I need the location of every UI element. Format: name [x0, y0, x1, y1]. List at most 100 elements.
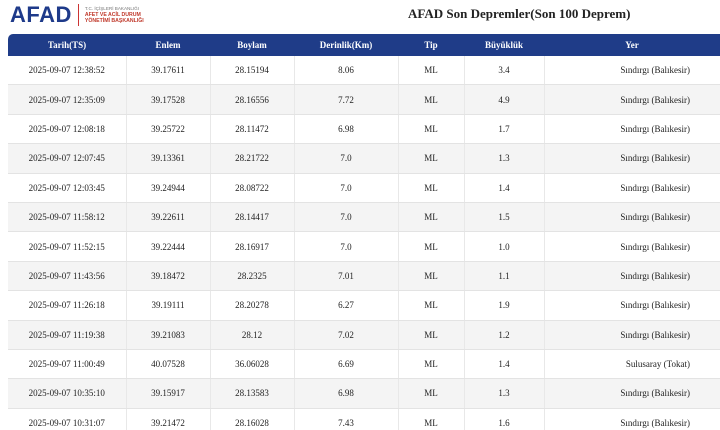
cell-location: Sındırgı (Balıkesir) [544, 320, 720, 350]
cell-location: Sındırgı (Balıkesir) [544, 56, 720, 86]
cell-magnitude: 1.9 [464, 290, 545, 321]
table-header-row: Tarih(TS) Enlem Boylam Derinlik(Km) Tip Büyük… [8, 34, 720, 56]
logo-wordmark: AFAD [10, 2, 72, 27]
table-row[interactable]: 2025-09-07 12:03:45 39.24944 28.08722 7.0 ML… [8, 173, 720, 203]
top-bar: AFAD T.C. İÇİŞLERİ BAKANLIĞI AFET VE ACİ… [0, 0, 720, 34]
cell-longitude: 28.12 [210, 320, 295, 350]
cell-latitude: 39.18472 [126, 261, 211, 292]
cell-magnitude: 1.2 [464, 320, 545, 350]
cell-longitude: 28.2325 [210, 261, 295, 292]
column-header-boylam[interactable]: Boylam [210, 34, 294, 56]
earthquake-table: Tarih(TS) Enlem Boylam Derinlik(Km) Tip Büyük… [8, 34, 720, 430]
table-row[interactable]: 2025-09-07 11:00:49 40.07528 36.06028 6.69 M… [8, 349, 720, 380]
earthquake-table-container: Tarih(TS) Enlem Boylam Derinlik(Km) Tip Büyük… [8, 34, 720, 430]
cell-depth: 8.06 [294, 56, 399, 86]
cell-latitude: 40.07528 [126, 349, 211, 380]
cell-type: ML [398, 378, 465, 409]
cell-latitude: 39.17528 [126, 84, 211, 115]
cell-depth: 7.0 [294, 143, 399, 174]
cell-type: ML [398, 114, 465, 145]
cell-magnitude: 1.5 [464, 202, 545, 233]
cell-location: Sındırgı (Balıkesir) [544, 261, 720, 292]
cell-latitude: 39.22611 [126, 202, 211, 233]
cell-location: Sındırgı (Balıkesir) [544, 173, 720, 203]
cell-depth: 6.98 [294, 114, 399, 145]
cell-longitude: 28.13583 [210, 378, 295, 409]
cell-magnitude: 1.7 [464, 114, 545, 145]
cell-magnitude: 1.6 [464, 408, 545, 430]
column-header-enlem[interactable]: Enlem [126, 34, 210, 56]
afad-logo[interactable]: AFAD T.C. İÇİŞLERİ BAKANLIĞI AFET VE ACİ… [10, 2, 144, 28]
page-title: AFAD Son Depremler(Son 100 Deprem) [408, 6, 631, 21]
cell-latitude: 39.17611 [126, 56, 211, 86]
logo-sub-line-2: AFET VE ACİL DURUM [84, 12, 141, 18]
cell-date: 2025-09-07 12:08:18 [8, 114, 127, 145]
table-body: 2025-09-07 12:38:52 39.17611 28.15194 8.06 M… [8, 56, 720, 430]
cell-type: ML [398, 349, 465, 380]
table-row[interactable]: 2025-09-07 11:52:15 39.22444 28.16917 7.0 ML… [8, 231, 720, 262]
cell-date: 2025-09-07 11:58:12 [8, 202, 127, 233]
cell-type: ML [398, 173, 465, 203]
cell-latitude: 39.19111 [126, 290, 211, 321]
cell-magnitude: 3.4 [464, 56, 545, 86]
table-row[interactable]: 2025-09-07 10:31:07 39.21472 28.16028 7.43 M… [8, 408, 720, 430]
logo-sub-line-1: T.C. İÇİŞLERİ BAKANLIĞI [84, 6, 140, 11]
column-header-derinlik[interactable]: Derinlik(Km) [294, 34, 398, 56]
table-row[interactable]: 2025-09-07 12:35:09 39.17528 28.16556 7.72 M… [8, 84, 720, 115]
column-header-tip[interactable]: Tip [398, 34, 464, 56]
cell-longitude: 28.20278 [210, 290, 295, 321]
cell-magnitude: 1.3 [464, 143, 545, 174]
cell-date: 2025-09-07 10:31:07 [8, 408, 127, 430]
cell-magnitude: 4.9 [464, 84, 545, 115]
cell-location: Sındırgı (Balıkesir) [544, 114, 720, 145]
cell-longitude: 28.11472 [210, 114, 295, 145]
cell-longitude: 28.08722 [210, 173, 295, 203]
cell-location: Sındırgı (Balıkesir) [544, 290, 720, 321]
cell-magnitude: 1.3 [464, 378, 545, 409]
cell-type: ML [398, 261, 465, 292]
cell-location: Sındırgı (Balıkesir) [544, 202, 720, 233]
table-row[interactable]: 2025-09-07 11:58:12 39.22611 28.14417 7.0 ML… [8, 202, 720, 233]
cell-type: ML [398, 84, 465, 115]
logo-divider [77, 4, 79, 26]
table-row[interactable]: 2025-09-07 11:19:38 39.21083 28.12 7.02 ML 1.… [8, 320, 720, 350]
cell-date: 2025-09-07 11:00:49 [8, 349, 127, 380]
cell-depth: 6.27 [294, 290, 399, 321]
column-header-buyukluk[interactable]: Büyüklük [464, 34, 544, 56]
cell-depth: 7.72 [294, 84, 399, 115]
cell-location: Sındırgı (Balıkesir) [544, 408, 720, 430]
cell-date: 2025-09-07 12:03:45 [8, 173, 127, 203]
cell-date: 2025-09-07 10:35:10 [8, 378, 127, 409]
cell-date: 2025-09-07 11:43:56 [8, 261, 127, 292]
cell-location: Sındırgı (Balıkesir) [544, 84, 720, 115]
logo-subtitle: T.C. İÇİŞLERİ BAKANLIĞI AFET VE ACİL DUR… [85, 6, 144, 24]
column-header-yer[interactable]: Yer [544, 34, 720, 56]
table-row[interactable]: 2025-09-07 10:35:10 39.15917 28.13583 6.98 M… [8, 378, 720, 409]
column-header-tarih[interactable]: Tarih(TS) [8, 34, 126, 56]
table-row[interactable]: 2025-09-07 12:07:45 39.13361 28.21722 7.0 ML… [8, 143, 720, 174]
cell-magnitude: 1.4 [464, 349, 545, 380]
cell-depth: 7.0 [294, 231, 399, 262]
cell-location: Sulusaray (Tokat) [544, 349, 720, 380]
cell-magnitude: 1.4 [464, 173, 545, 203]
table-row[interactable]: 2025-09-07 11:43:56 39.18472 28.2325 7.01 ML… [8, 261, 720, 292]
cell-latitude: 39.13361 [126, 143, 211, 174]
table-row[interactable]: 2025-09-07 11:26:18 39.19111 28.20278 6.27 M… [8, 290, 720, 321]
cell-longitude: 28.14417 [210, 202, 295, 233]
cell-type: ML [398, 320, 465, 350]
cell-date: 2025-09-07 12:38:52 [8, 56, 127, 86]
table-row[interactable]: 2025-09-07 12:08:18 39.25722 28.11472 6.98 M… [8, 114, 720, 145]
cell-longitude: 36.06028 [210, 349, 295, 380]
cell-type: ML [398, 143, 465, 174]
cell-type: ML [398, 408, 465, 430]
cell-date: 2025-09-07 12:35:09 [8, 84, 127, 115]
cell-latitude: 39.21472 [126, 408, 211, 430]
cell-magnitude: 1.1 [464, 261, 545, 292]
table-row[interactable]: 2025-09-07 12:38:52 39.17611 28.15194 8.06 M… [8, 56, 720, 86]
cell-date: 2025-09-07 11:52:15 [8, 231, 127, 262]
cell-date: 2025-09-07 12:07:45 [8, 143, 127, 174]
cell-depth: 7.0 [294, 173, 399, 203]
cell-type: ML [398, 290, 465, 321]
cell-longitude: 28.16917 [210, 231, 295, 262]
cell-type: ML [398, 56, 465, 86]
